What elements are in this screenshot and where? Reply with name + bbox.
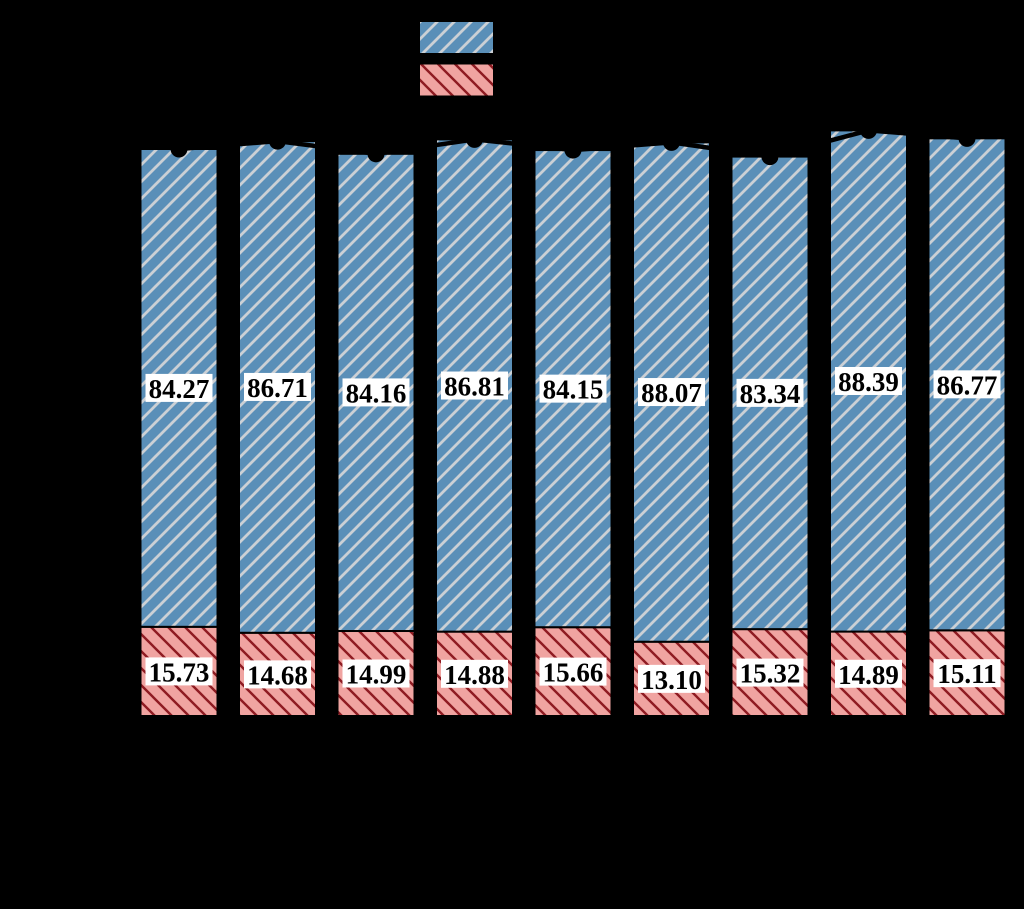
- legend-swatch-red: [418, 62, 495, 98]
- value-label: 14.88: [444, 660, 505, 690]
- value-label: 88.07: [641, 378, 702, 408]
- value-label: 83.34: [740, 379, 801, 409]
- value-label-box: [342, 659, 410, 688]
- totals-marker: [367, 145, 385, 163]
- bars: [139, 129, 1007, 718]
- value-label-box: [736, 378, 804, 407]
- value-label-box: [933, 659, 1001, 688]
- value-label: 86.77: [937, 370, 998, 400]
- value-label: 14.68: [247, 660, 308, 690]
- value-label: 88.39: [838, 367, 899, 397]
- value-label-box: [638, 378, 705, 407]
- value-label: 15.11: [937, 659, 996, 689]
- value-label-box: [835, 366, 902, 395]
- value-label-box: [342, 378, 410, 407]
- value-label-box: [244, 372, 311, 401]
- value-label-box: [441, 659, 508, 688]
- legend: [418, 20, 495, 98]
- totals-marker: [958, 129, 976, 147]
- value-label: 14.99: [346, 660, 407, 690]
- value-label-box: [145, 373, 213, 402]
- value-label-box: [441, 371, 508, 400]
- totals-marker: [564, 141, 582, 159]
- value-label-box: [244, 660, 311, 689]
- value-label: 15.32: [740, 659, 801, 689]
- value-label: 13.10: [641, 665, 702, 695]
- value-label: 15.66: [543, 658, 604, 688]
- value-label: 84.16: [346, 378, 407, 408]
- value-label-box: [638, 664, 705, 693]
- value-label-box: [539, 374, 607, 403]
- value-label: 15.73: [149, 657, 210, 687]
- value-label: 14.89: [838, 660, 899, 690]
- value-label-box: [145, 657, 213, 686]
- value-label: 84.27: [149, 374, 210, 404]
- value-label-box: [539, 657, 607, 686]
- value-label: 86.81: [444, 372, 505, 402]
- totals-marker: [860, 121, 877, 139]
- legend-swatch-blue: [418, 20, 495, 55]
- value-label-box: [933, 370, 1001, 399]
- totals-marker: [761, 148, 779, 166]
- value-labels: 84.27 15.73 86.71 14.68 84.16 14.99 86.81 14.88…: [145, 366, 1001, 695]
- totals-marker: [466, 130, 483, 148]
- totals-marker: [663, 133, 680, 151]
- value-label-box: [736, 658, 804, 687]
- value-label: 84.15: [543, 375, 604, 405]
- overlay-line: [170, 121, 976, 166]
- value-label: 86.71: [247, 373, 308, 403]
- totals-marker: [170, 140, 188, 158]
- value-label-box: [835, 659, 902, 688]
- totals-marker: [269, 132, 286, 150]
